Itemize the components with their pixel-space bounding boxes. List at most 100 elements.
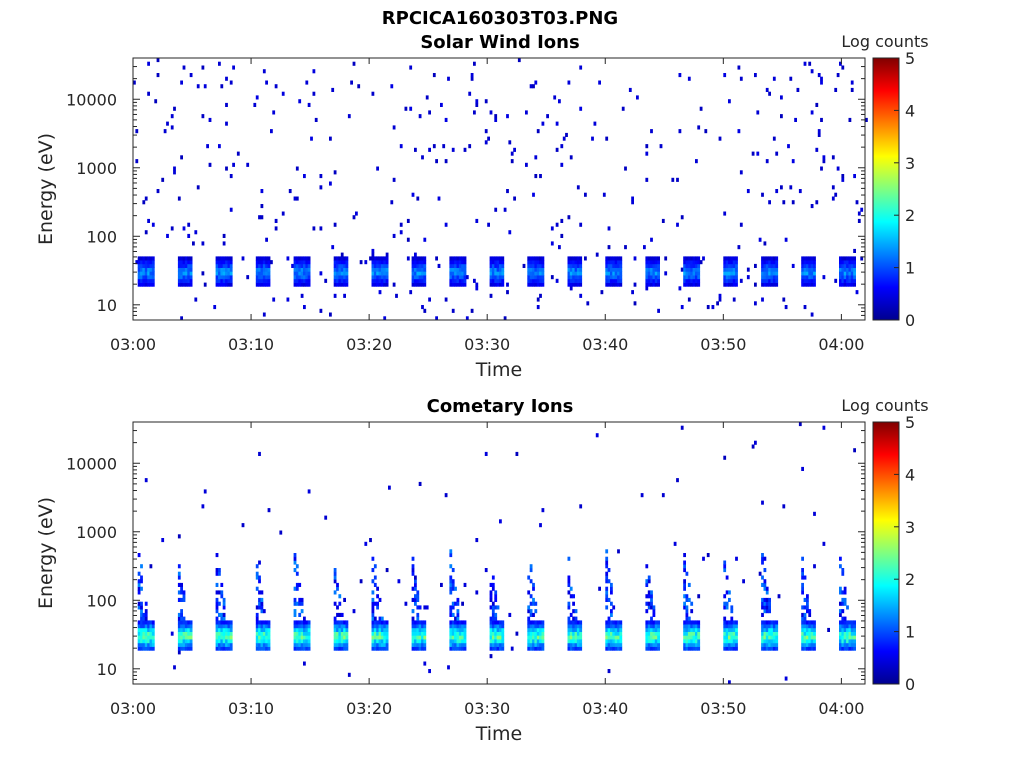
heatmap-cell xyxy=(336,605,339,610)
heatmap-cell xyxy=(338,631,342,636)
heatmap-cell xyxy=(416,590,420,595)
heatmap-cell xyxy=(142,642,146,647)
heatmap-cell xyxy=(449,267,453,272)
heatmap-cell xyxy=(739,170,743,175)
heatmap-cell xyxy=(435,159,438,164)
heatmap-cell xyxy=(850,87,854,92)
heatmap-cell xyxy=(140,275,143,280)
heatmap-cell xyxy=(732,271,736,276)
heatmap-cell xyxy=(416,271,420,276)
heatmap-cell xyxy=(532,271,535,276)
heatmap-cell xyxy=(697,275,701,280)
heatmap-cell xyxy=(385,620,389,625)
heatmap-cell xyxy=(307,260,311,265)
heatmap-cell xyxy=(293,624,297,629)
heatmap-cell xyxy=(687,271,691,276)
panel-title: Solar Wind Ions xyxy=(420,32,579,53)
heatmap-cell xyxy=(768,642,771,647)
heatmap-cell xyxy=(586,301,590,306)
heatmap-cell xyxy=(754,282,757,287)
heatmap-cell xyxy=(539,646,542,651)
heatmap-cell xyxy=(617,278,620,283)
heatmap-cell xyxy=(645,631,649,636)
heatmap-cell xyxy=(182,620,186,625)
heatmap-cell xyxy=(454,631,457,636)
heatmap-cell xyxy=(303,256,306,261)
heatmap-cell xyxy=(806,256,809,261)
heatmap-cell xyxy=(494,282,498,287)
heatmap-cell xyxy=(258,263,261,268)
heatmap-cell xyxy=(437,196,441,201)
heatmap-cell xyxy=(229,174,233,179)
heatmap-cell xyxy=(376,260,379,265)
heatmap-cell xyxy=(227,278,231,283)
heatmap-cell xyxy=(850,267,854,272)
heatmap-cell xyxy=(340,620,344,625)
heatmap-cell xyxy=(340,282,344,287)
heatmap-cell xyxy=(567,278,571,283)
heatmap-cell xyxy=(546,114,549,119)
heatmap-cell xyxy=(142,271,146,276)
heatmap-cell xyxy=(383,316,387,321)
heatmap-cell xyxy=(730,282,734,287)
heatmap-cell xyxy=(416,594,420,599)
heatmap-cell xyxy=(569,155,573,160)
heatmap-cell xyxy=(730,256,734,261)
heatmap-cell xyxy=(149,624,153,629)
heatmap-cell xyxy=(385,267,389,272)
heatmap-cell xyxy=(215,553,219,558)
heatmap-cell xyxy=(255,571,259,576)
heatmap-cell xyxy=(567,579,571,584)
heatmap-cell xyxy=(274,226,278,231)
heatmap-cell xyxy=(142,200,146,205)
heatmap-cell xyxy=(295,624,299,629)
heatmap-cell xyxy=(683,263,686,268)
heatmap-cell xyxy=(765,275,769,280)
heatmap-cell xyxy=(265,80,268,85)
heatmap-cell xyxy=(768,601,771,606)
heatmap-cell xyxy=(293,556,297,561)
heatmap-cell xyxy=(491,586,495,591)
heatmap-cell xyxy=(695,282,698,287)
heatmap-cell xyxy=(329,181,332,186)
heatmap-cell xyxy=(723,631,727,636)
heatmap-cell xyxy=(458,263,462,268)
heatmap-cell xyxy=(218,282,221,287)
heatmap-cell xyxy=(695,631,698,636)
heatmap-cell xyxy=(293,586,297,591)
heatmap-cell xyxy=(576,627,580,632)
heatmap-cell xyxy=(222,642,226,647)
heatmap-cell xyxy=(338,620,342,625)
heatmap-cell xyxy=(352,61,356,66)
heatmap-cell xyxy=(461,631,464,636)
heatmap-cell xyxy=(440,102,443,107)
heatmap-cell xyxy=(376,263,379,268)
heatmap-cell xyxy=(813,564,816,569)
heatmap-cell xyxy=(775,189,779,194)
heatmap-cell xyxy=(579,278,583,283)
heatmap-cell xyxy=(414,282,417,287)
heatmap-cell xyxy=(262,278,266,283)
heatmap-cell xyxy=(815,200,819,205)
heatmap-cell xyxy=(491,646,495,651)
heatmap-cell xyxy=(333,616,337,621)
heatmap-cell xyxy=(333,271,337,276)
heatmap-cell xyxy=(695,646,698,651)
heatmap-cell xyxy=(177,575,181,580)
heatmap-cell xyxy=(262,620,266,625)
heatmap-cell xyxy=(605,594,609,599)
heatmap-cell xyxy=(572,594,575,599)
heatmap-cell xyxy=(489,642,493,647)
heatmap-cell xyxy=(576,267,580,272)
heatmap-cell xyxy=(378,260,382,265)
heatmap-cell xyxy=(494,631,498,636)
heatmap-cell xyxy=(822,425,826,430)
heatmap-cell xyxy=(763,282,767,287)
heatmap-cell xyxy=(536,267,540,272)
heatmap-cell xyxy=(352,215,356,220)
heatmap-cell xyxy=(456,612,460,617)
heatmap-cell xyxy=(558,245,561,250)
heatmap-cell xyxy=(265,639,268,644)
heatmap-cell xyxy=(499,278,502,283)
heatmap-cell xyxy=(137,620,141,625)
